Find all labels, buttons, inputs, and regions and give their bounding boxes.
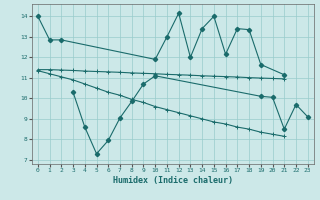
X-axis label: Humidex (Indice chaleur): Humidex (Indice chaleur) <box>113 176 233 185</box>
